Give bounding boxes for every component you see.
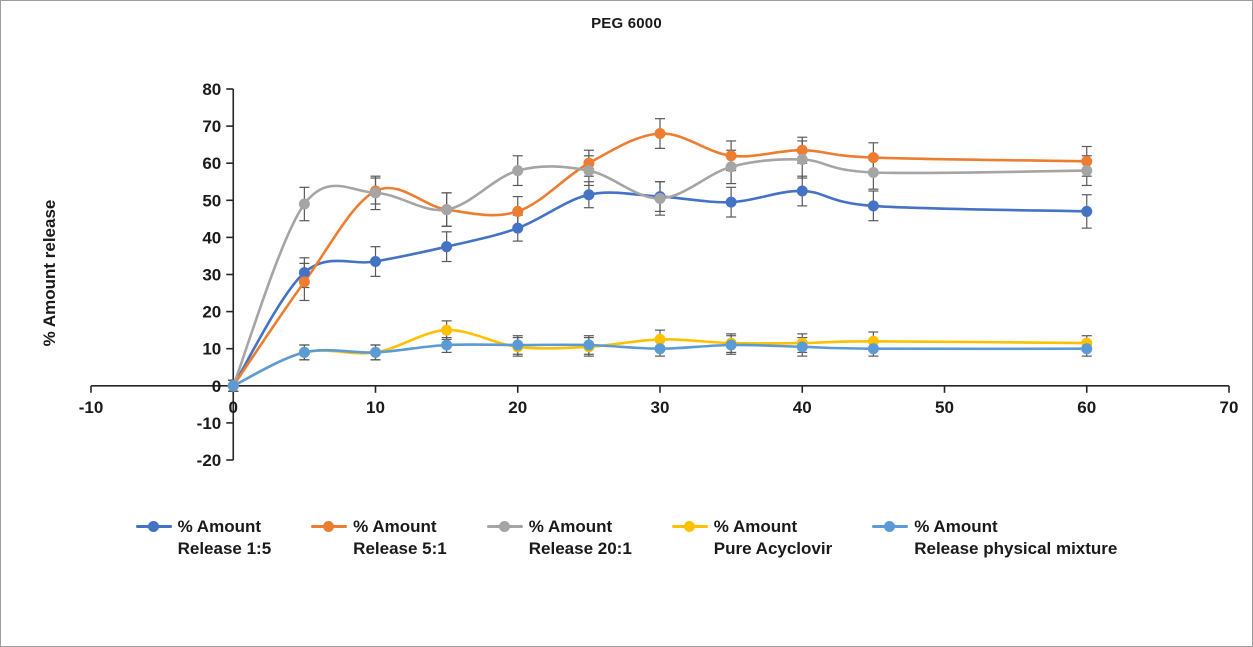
legend-item-release-5-1: % Amount Release 5:1 [311, 516, 447, 560]
chart-canvas: -20 -10 0 10 20 30 40 50 60 70 80 -10 0 10 20 30 40 50 60 7… [79, 80, 1239, 470]
svg-text:70: 70 [202, 117, 221, 136]
legend-label-line1: % Amount [914, 517, 998, 536]
legend-label: % Amount Release 5:1 [353, 516, 447, 560]
svg-text:70: 70 [1220, 398, 1239, 417]
legend-item-release-20-1: % Amount Release 20:1 [486, 516, 632, 560]
svg-text:-20: -20 [197, 451, 222, 470]
svg-text:30: 30 [651, 398, 670, 417]
legend-label-line1: % Amount [353, 517, 437, 536]
svg-text:60: 60 [1077, 398, 1096, 417]
legend-label: % Amount Release 1:5 [178, 516, 272, 560]
svg-text:10: 10 [202, 340, 221, 359]
svg-text:20: 20 [508, 398, 527, 417]
svg-text:40: 40 [793, 398, 812, 417]
legend-marker-icon [872, 516, 909, 538]
svg-text:50: 50 [935, 398, 954, 417]
legend-item-physical-mixture: % Amount Release physical mixture [872, 516, 1117, 560]
svg-text:30: 30 [202, 266, 221, 285]
svg-text:-10: -10 [79, 398, 104, 417]
legend-label-line1: % Amount [713, 517, 798, 536]
legend-item-release-1-5: % Amount Release 1:5 [135, 516, 272, 560]
svg-text:10: 10 [366, 398, 385, 417]
legend-label-line2: Release 5:1 [353, 539, 447, 558]
svg-text:60: 60 [202, 154, 221, 173]
legend-label-line1: % Amount [177, 517, 262, 536]
chart-legend: % Amount Release 1:5 % Amount Release 5:… [1, 516, 1252, 560]
svg-text:20: 20 [202, 303, 221, 322]
legend-label: % Amount Release physical mixture [914, 516, 1117, 560]
svg-text:40: 40 [202, 228, 221, 247]
chart-title: PEG 6000 [591, 15, 662, 32]
svg-text:-10: -10 [197, 414, 222, 433]
legend-label-line2: Release physical mixture [914, 539, 1118, 558]
legend-label: % Amount Pure Acyclovir [714, 516, 832, 560]
legend-label-line2: Release 1:5 [177, 539, 272, 558]
legend-marker-icon [671, 516, 708, 538]
svg-text:0: 0 [212, 377, 221, 396]
svg-text:50: 50 [202, 191, 221, 210]
legend-marker-icon [135, 516, 172, 538]
legend-label-line2: Pure Acyclovir [713, 539, 833, 558]
svg-text:80: 80 [202, 80, 221, 99]
legend-marker-icon [486, 516, 523, 538]
legend-label: % Amount Release 20:1 [529, 516, 632, 560]
legend-marker-icon [311, 516, 348, 538]
legend-label-line1: % Amount [528, 517, 613, 536]
legend-item-pure-acyclovir: % Amount Pure Acyclovir [671, 516, 832, 560]
svg-text:0: 0 [229, 398, 238, 417]
y-axis-title: % Amount release [40, 199, 59, 347]
legend-label-line2: Release 20:1 [528, 539, 632, 558]
